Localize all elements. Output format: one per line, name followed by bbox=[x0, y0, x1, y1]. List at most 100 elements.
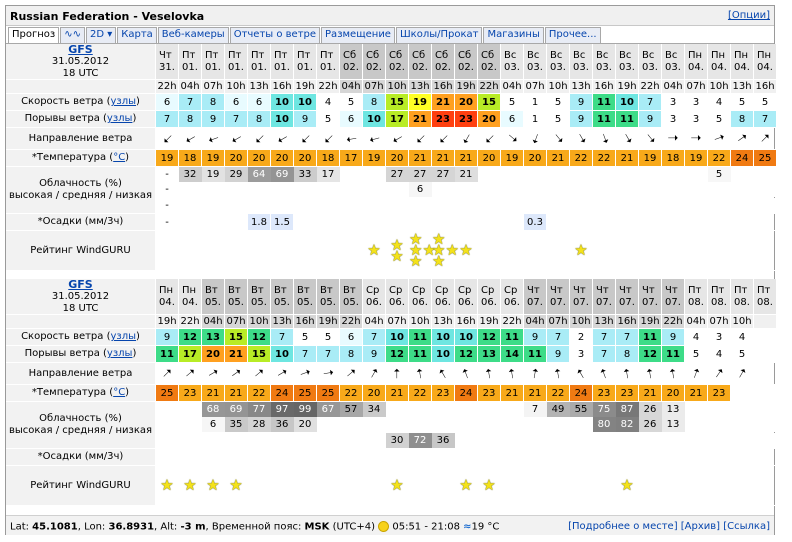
wind-speed-cell: 7 bbox=[271, 329, 294, 346]
hour-cell: 04h bbox=[202, 315, 225, 329]
cloud-value: 27 bbox=[431, 167, 455, 183]
cloud-value bbox=[454, 432, 478, 448]
day-name: Вт bbox=[320, 284, 333, 296]
rating-cell: ★ ★ ★ ★ bbox=[409, 231, 436, 271]
row-cld: - - -32 19 29 64 69 33 17 27 27 6 27 21 5 bbox=[155, 167, 777, 214]
date-cell: Вс 03. bbox=[524, 44, 547, 80]
cloud-value bbox=[362, 432, 386, 448]
star-icon: ★ bbox=[574, 241, 588, 259]
cloud-value bbox=[684, 402, 708, 418]
hour-cell: 13h bbox=[593, 315, 616, 329]
wind-speed-cell: 4 bbox=[731, 329, 754, 346]
model-link[interactable]: GFS bbox=[68, 42, 93, 56]
day-name: Пт bbox=[297, 49, 311, 61]
label-close: ) bbox=[125, 387, 130, 398]
cloud-value bbox=[523, 182, 547, 198]
day-date: 02. bbox=[435, 61, 451, 73]
label-close: ) bbox=[125, 152, 130, 163]
hour-cell: 16h bbox=[616, 315, 639, 329]
cloud-cell bbox=[523, 167, 547, 214]
row-label-tmp: *Температура (°C) bbox=[6, 150, 155, 167]
day-name: Вт bbox=[228, 284, 241, 296]
day-name: Ср bbox=[366, 284, 380, 296]
wind-direction-cell: ➝ bbox=[639, 128, 662, 150]
tab-more[interactable]: Прочее... bbox=[544, 27, 601, 43]
units-link[interactable]: узлы bbox=[106, 348, 133, 359]
cloud-value bbox=[362, 182, 386, 198]
day-date: 08. bbox=[757, 296, 773, 308]
tab-graph[interactable]: ∿∿ bbox=[60, 27, 85, 43]
temperature-cell: 24 bbox=[455, 385, 478, 402]
precip-cell bbox=[156, 449, 179, 466]
cloud-cell: 21 bbox=[454, 167, 478, 214]
cloud-value: - bbox=[155, 167, 179, 183]
day-name: Вс bbox=[619, 49, 632, 61]
wind-arrow-icon: ➝ bbox=[755, 129, 775, 148]
tab-map[interactable]: Карта bbox=[117, 27, 157, 43]
temperature-cell: 22 bbox=[708, 150, 731, 167]
wind-speed-cell: 11 bbox=[501, 329, 524, 346]
cloud-cell: 68 6 bbox=[201, 402, 225, 449]
cloud-value bbox=[477, 417, 501, 433]
label-text: Направление ветра bbox=[28, 367, 133, 379]
temperature-cell: 19 bbox=[156, 150, 179, 167]
rating-cell bbox=[570, 466, 593, 506]
units-link[interactable]: узлы bbox=[110, 331, 137, 342]
precip-cell bbox=[731, 449, 754, 466]
temperature-cell: 25 bbox=[294, 385, 317, 402]
wind-gust-cell: 6 bbox=[340, 111, 363, 128]
precip-cell bbox=[179, 214, 202, 231]
hour-cell: 07h bbox=[685, 80, 708, 94]
units-link[interactable]: узлы bbox=[106, 113, 133, 124]
footer-links[interactable]: [Подробнее о месте] [Архив] [Ссылка] bbox=[568, 521, 770, 532]
tab-forecast[interactable]: Прогноз bbox=[8, 27, 60, 43]
cloud-value bbox=[293, 197, 317, 213]
units-link[interactable]: узлы bbox=[110, 96, 137, 107]
cloud-value bbox=[178, 417, 202, 433]
wind-speed-cell: 10 bbox=[294, 94, 317, 111]
label-text: *Осадки (мм/3ч) bbox=[37, 451, 124, 462]
tab-wind-reports[interactable]: Отчеты о ветре bbox=[229, 27, 321, 43]
cloud-cell: 29 bbox=[224, 167, 248, 214]
footer: Lat: 45.1081, Lon: 36.8931, Alt: -3 m, В… bbox=[6, 515, 774, 535]
wind-gust-cell: 11 bbox=[409, 346, 432, 363]
tab-shops[interactable]: Магазины bbox=[483, 27, 544, 43]
day-name: Чт bbox=[596, 284, 609, 296]
star-icon: ★ bbox=[390, 235, 404, 254]
tab-schools[interactable]: Школы/Прокат bbox=[395, 27, 483, 43]
wind-direction-cell: ➝ bbox=[685, 128, 708, 150]
star-icon: ★ bbox=[432, 230, 446, 248]
cloud-value bbox=[500, 402, 524, 418]
tab-2d[interactable]: 2D ▾ bbox=[85, 27, 117, 43]
date-cell: Пт 08. bbox=[708, 279, 731, 315]
hour-cell: 19h bbox=[317, 315, 340, 329]
wind-gust-cell: 17 bbox=[179, 346, 202, 363]
cloud-value bbox=[293, 182, 317, 198]
day-date: 04. bbox=[711, 61, 727, 73]
temp-unit-link[interactable]: °C bbox=[113, 387, 126, 398]
wind-arrow-icon: ➝ bbox=[342, 364, 360, 383]
star-icon: ★ bbox=[206, 476, 220, 494]
day-name: Пн bbox=[734, 49, 749, 61]
cloud-value bbox=[615, 432, 639, 448]
cloud-value bbox=[753, 197, 777, 213]
wind-direction-cell bbox=[754, 363, 777, 385]
label-text: Направление ветра bbox=[28, 132, 133, 144]
temp-unit-link[interactable]: °C bbox=[113, 152, 126, 163]
cloud-value bbox=[477, 167, 501, 183]
wind-arrow-icon: ➝ bbox=[503, 366, 521, 381]
precip-cell bbox=[225, 449, 248, 466]
rating-cell bbox=[639, 231, 662, 271]
row-prc bbox=[156, 449, 777, 466]
wind-speed-cell: 4 bbox=[685, 329, 708, 346]
cloud-value bbox=[684, 197, 708, 213]
cloud-value: 27 bbox=[408, 167, 432, 183]
tab-webcams[interactable]: Веб-камеры bbox=[157, 27, 229, 43]
rating-cell bbox=[248, 466, 271, 506]
wind-arrow-icon: ➝ bbox=[364, 365, 384, 382]
options-link[interactable]: [Опции] bbox=[727, 10, 770, 21]
tab-accommodation[interactable]: Размещение bbox=[321, 27, 395, 43]
model-link[interactable]: GFS bbox=[68, 277, 93, 291]
wind-speed-cell: 7 bbox=[639, 94, 662, 111]
temperature-cell: 20 bbox=[294, 150, 317, 167]
